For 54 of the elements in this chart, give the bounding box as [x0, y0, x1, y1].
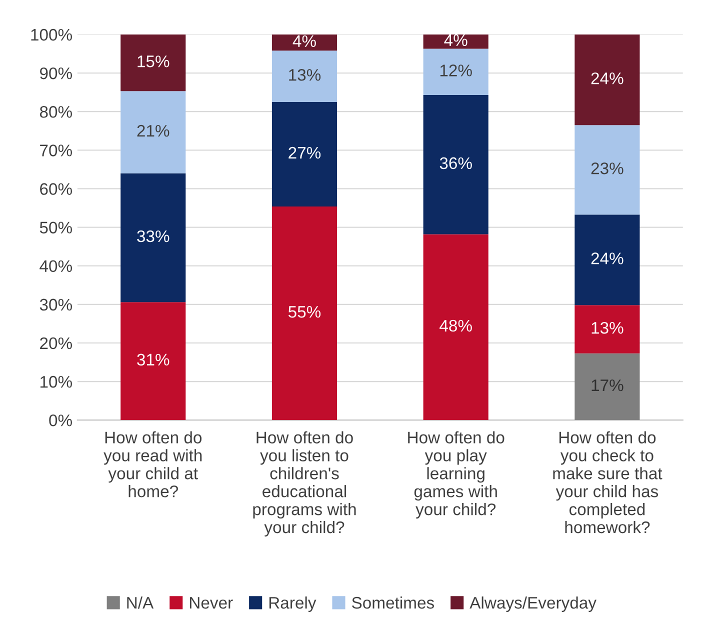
legend-label: Sometimes — [352, 596, 434, 609]
data-label: 48% — [440, 320, 472, 332]
data-label: 36% — [440, 157, 472, 170]
bar — [120, 302, 186, 420]
x-tick-label: How often do you listen to children's educational programs with your child? — [253, 431, 356, 536]
bar — [120, 173, 186, 302]
y-tick-label: 70% — [40, 144, 72, 156]
bar — [272, 102, 338, 206]
y-tick-label: 90% — [40, 67, 72, 80]
data-label: 21% — [137, 124, 170, 137]
bar — [574, 125, 640, 215]
x-tick-label: How often do you play learning games with your child? — [408, 431, 504, 519]
legend-label: N/A — [127, 596, 154, 609]
y-tick-label: 80% — [40, 106, 72, 118]
bar — [272, 50, 338, 102]
y-tick-label: 20% — [40, 337, 72, 350]
bar — [423, 34, 488, 49]
data-label: 17% — [592, 379, 624, 392]
bar — [423, 48, 488, 96]
data-label: 33% — [137, 230, 170, 242]
data-label: 31% — [137, 354, 170, 366]
y-tick-label: 60% — [40, 183, 72, 195]
data-label: 13% — [289, 68, 321, 81]
y-tick-label: 100% — [31, 28, 72, 41]
y-tick-label: 0% — [49, 414, 72, 426]
y-tick-label: 10% — [40, 376, 72, 388]
y-tick-label: 40% — [40, 260, 72, 272]
bar — [272, 34, 338, 51]
data-label: 4% — [444, 34, 468, 46]
legend-label: Rarely — [269, 596, 316, 612]
legend-label: Never — [190, 597, 233, 609]
bar — [423, 234, 488, 420]
y-tick-label: 30% — [40, 298, 72, 311]
bar — [574, 214, 640, 306]
legend-label: Always/Everyday — [470, 596, 596, 612]
bar — [272, 206, 338, 420]
x-tick-label: How often do you read with your child at home? — [104, 431, 202, 498]
bar — [574, 353, 640, 420]
data-label: 24% — [591, 72, 624, 84]
data-label: 4% — [292, 35, 316, 47]
data-label: 13% — [592, 322, 624, 334]
data-label: 55% — [288, 306, 321, 318]
bar — [574, 305, 640, 354]
data-label: 23% — [591, 162, 624, 174]
bar — [423, 95, 488, 234]
y-tick-label: 50% — [40, 222, 72, 234]
bar — [120, 34, 186, 92]
data-label: 12% — [440, 64, 472, 76]
data-label: 24% — [591, 252, 624, 264]
x-tick-label: How often do you check to make sure that your child has completed homework? — [553, 431, 662, 534]
bar — [574, 34, 640, 126]
data-label: 27% — [288, 146, 321, 159]
bar — [120, 91, 186, 174]
data-label: 15% — [138, 56, 170, 68]
